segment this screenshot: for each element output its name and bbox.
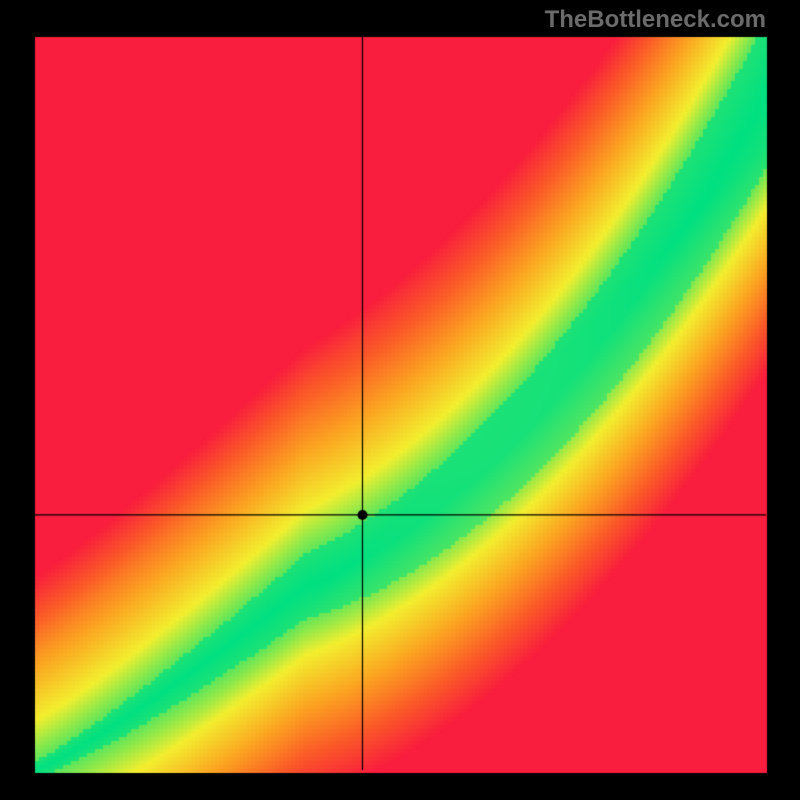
bottleneck-heatmap: [0, 0, 800, 800]
watermark-text: TheBottleneck.com: [545, 6, 766, 34]
chart-container: TheBottleneck.com: [0, 0, 800, 800]
